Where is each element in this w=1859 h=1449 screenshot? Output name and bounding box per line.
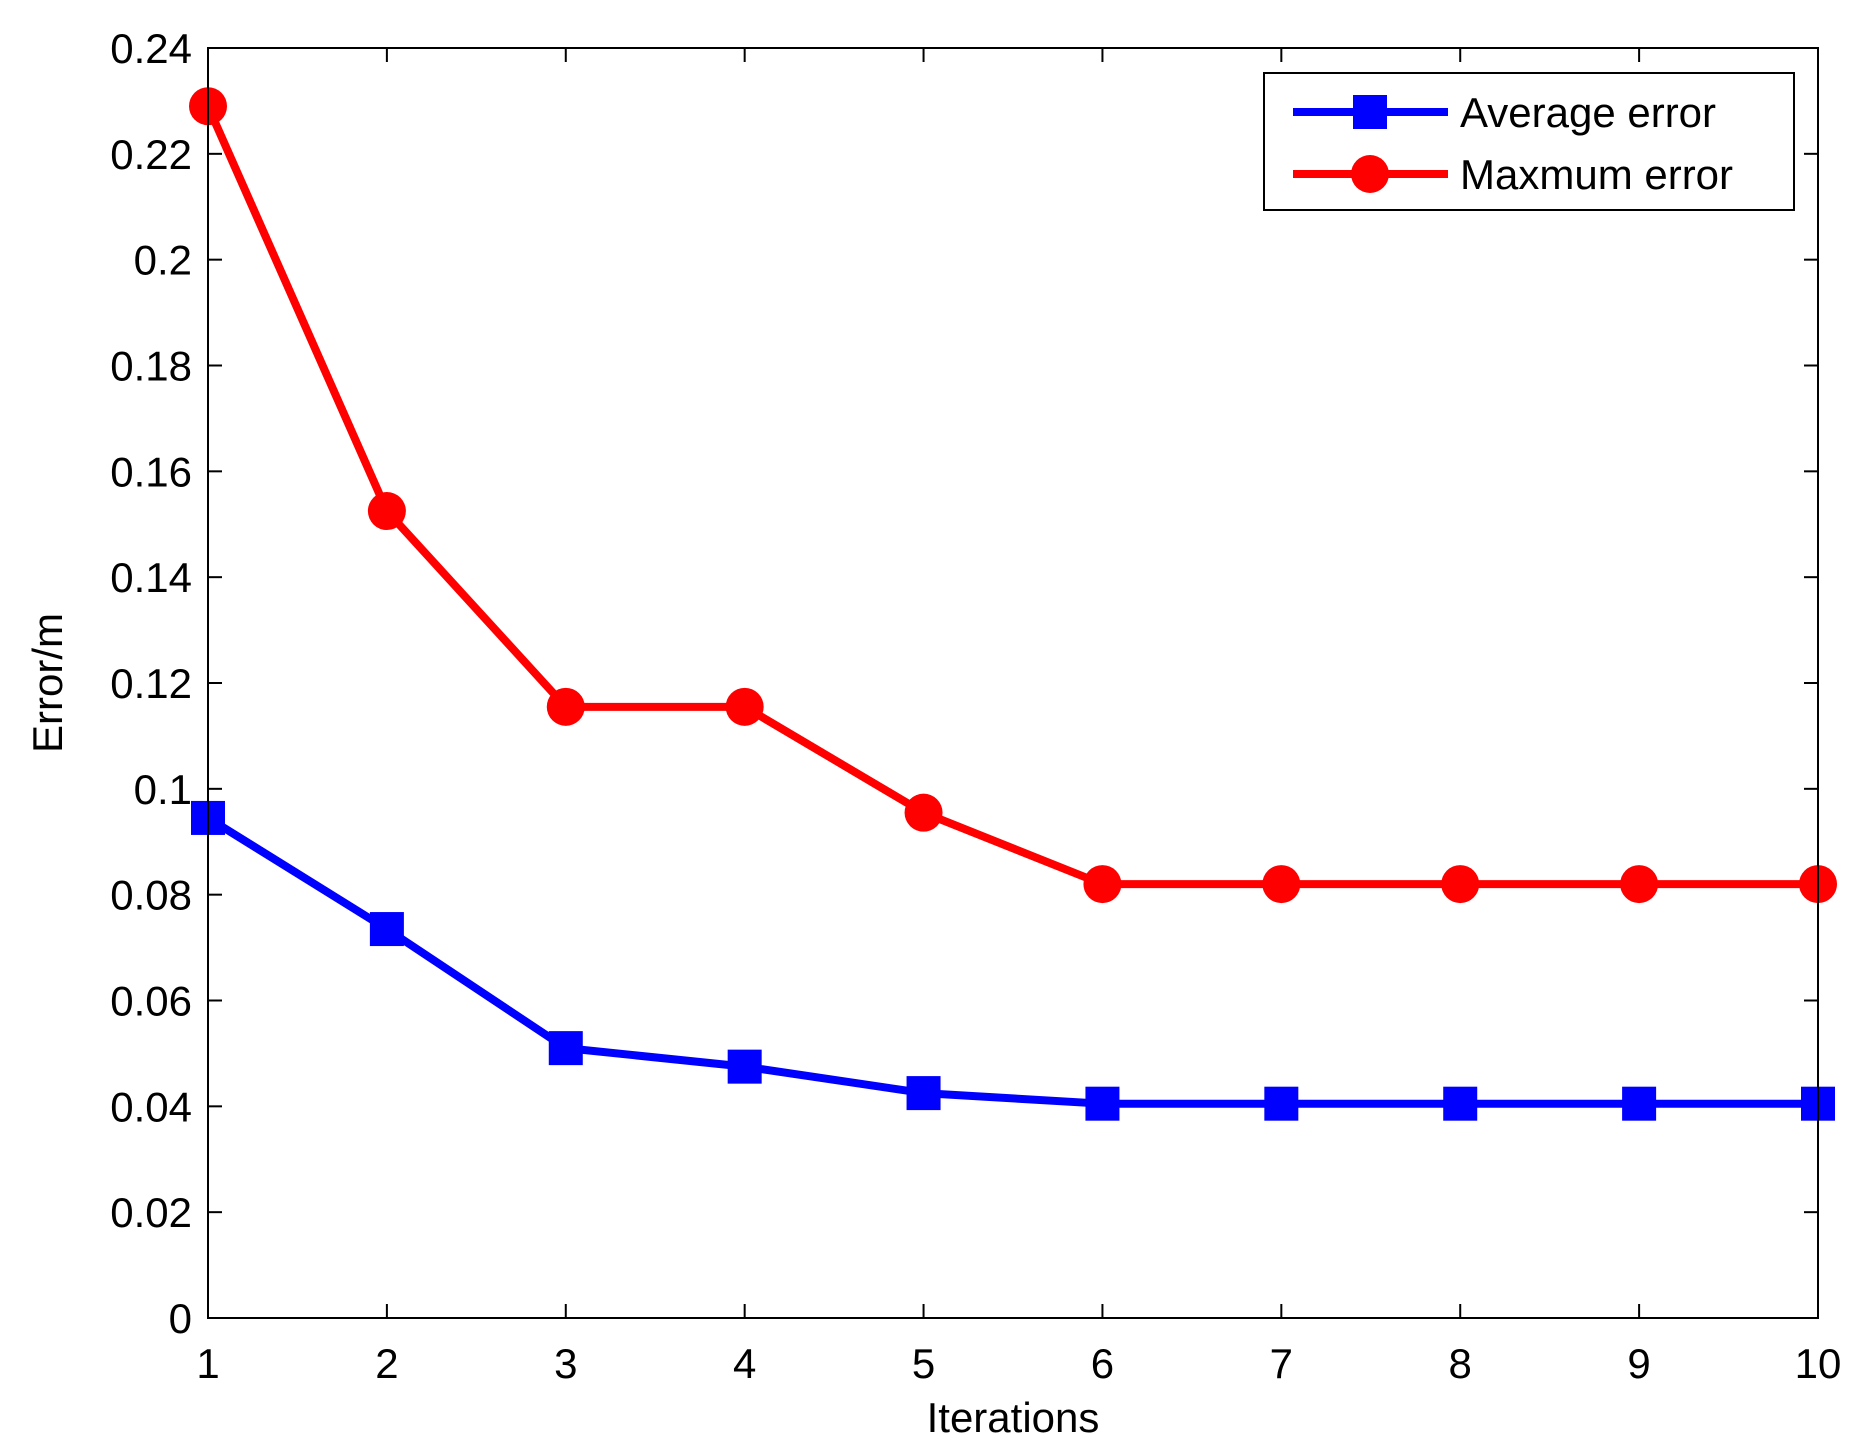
- series-layer: [189, 87, 1837, 1121]
- x-tick-label: 6: [1091, 1340, 1114, 1387]
- legend-box: [1263, 72, 1795, 211]
- y-tick-label: 0.1: [134, 766, 192, 813]
- x-tick-label: 5: [912, 1340, 935, 1387]
- average-error-line: [205, 814, 1818, 1108]
- maximum-error-point: [1620, 865, 1659, 904]
- y-tick-label: 0.22: [110, 131, 192, 178]
- x-axis-title: Iterations: [927, 1394, 1100, 1441]
- tick-labels: 1 2 3 4 5 6 7 8 9 10 0 0.02 0.04 0.06 0.08 0.1 0.12 0.14 0…: [110, 25, 1841, 1387]
- maximum-error-point: [1441, 865, 1480, 904]
- y-tick-label: 0.14: [110, 554, 192, 601]
- x-tick-label: 1: [196, 1340, 219, 1387]
- x-tick-label: 4: [733, 1340, 756, 1387]
- plot-area-frame: [207, 47, 1819, 1319]
- x-tick-label: 8: [1449, 1340, 1472, 1387]
- x-tick-label: 9: [1627, 1340, 1650, 1387]
- maximum-error-point: [546, 687, 585, 726]
- y-tick-label: 0.24: [110, 25, 192, 72]
- average-error-point: [548, 1031, 583, 1066]
- maximum-error-point: [1262, 865, 1301, 904]
- y-tick-label: 0.04: [110, 1083, 192, 1130]
- x-tick-label: 2: [375, 1340, 398, 1387]
- maximum-error-point: [904, 793, 943, 832]
- legend: Average error Maxmum error: [1263, 72, 1795, 211]
- y-tick-label: 0.02: [110, 1189, 192, 1236]
- average-error-point: [1622, 1086, 1657, 1121]
- legend-marker-circle: [1351, 155, 1389, 193]
- maximum-error-point: [1083, 865, 1122, 904]
- x-tick-label: 3: [554, 1340, 577, 1387]
- y-tick-label: 0.08: [110, 872, 192, 919]
- y-tick-label: 0.18: [110, 343, 192, 390]
- y-tick-label: 0.12: [110, 660, 192, 707]
- average-error-point: [1443, 1086, 1478, 1121]
- y-tick-label: 0: [169, 1295, 192, 1342]
- x-tick-label: 7: [1270, 1340, 1293, 1387]
- average-error-point: [369, 912, 404, 947]
- average-error-point: [906, 1076, 941, 1111]
- average-error-point: [727, 1049, 762, 1084]
- y-axis-title: Error/m: [24, 613, 71, 753]
- y-tick-label: 0.06: [110, 978, 192, 1025]
- y-tick-label: 0.16: [110, 448, 192, 495]
- y-tick-label: 0.2: [134, 237, 192, 284]
- legend-label-average: Average error: [1460, 89, 1716, 136]
- maximum-error-point: [725, 687, 764, 726]
- average-error-point: [1085, 1086, 1120, 1121]
- legend-marker-square: [1353, 95, 1387, 129]
- axis-ticks: [207, 47, 1819, 1319]
- x-tick-label: 10: [1795, 1340, 1842, 1387]
- average-error-point: [1264, 1086, 1299, 1121]
- legend-label-maximum: Maxmum error: [1460, 151, 1733, 198]
- maximum-error-line: [204, 104, 1818, 889]
- maximum-error-point: [367, 492, 406, 531]
